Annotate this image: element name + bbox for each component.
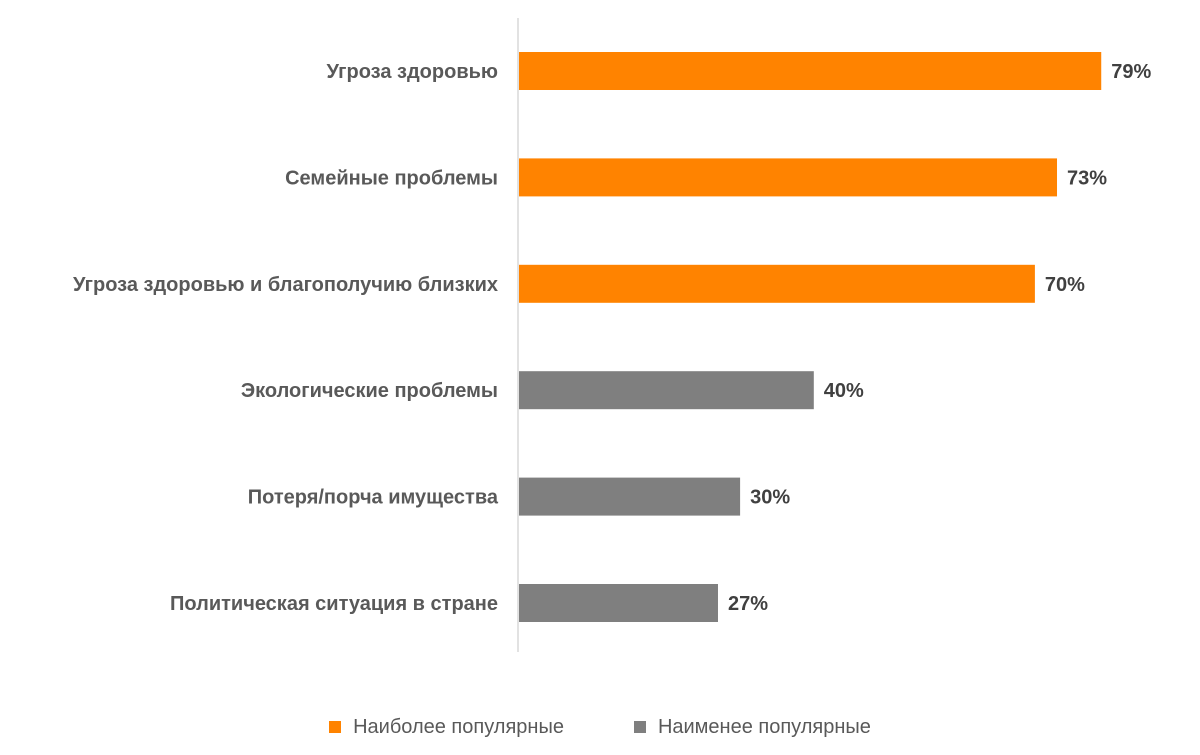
category-label-1: Угроза здоровью bbox=[327, 61, 499, 83]
bar-3 bbox=[519, 264, 1035, 303]
legend-label-most-popular: Наиболее популярные bbox=[353, 715, 564, 738]
bar-2 bbox=[519, 158, 1058, 197]
legend-item-least-popular: Наименее популярные bbox=[633, 715, 871, 739]
legend-label-least-popular: Наименее популярные bbox=[657, 715, 871, 738]
bar-4 bbox=[519, 371, 814, 410]
value-label-5: 30% bbox=[750, 487, 790, 509]
category-label-4: Экологические проблемы bbox=[241, 380, 498, 402]
bar-5 bbox=[519, 477, 741, 516]
value-label-1: 79% bbox=[1111, 61, 1151, 83]
category-label-3: Угроза здоровью и благополучию близких bbox=[73, 274, 498, 296]
bar-6 bbox=[519, 584, 718, 622]
value-label-3: 70% bbox=[1045, 274, 1085, 296]
legend-swatch-most-popular bbox=[329, 721, 342, 733]
legend-item-most-popular: Наиболее популярные bbox=[329, 716, 564, 739]
legend-swatch-least-popular bbox=[633, 721, 646, 733]
bar-1 bbox=[519, 52, 1102, 90]
category-label-5: Потеря/порча имущества bbox=[248, 487, 499, 509]
chart-canvas: Угроза здоровью 79% Семейные проблемы 73% Уг… bbox=[73, 18, 1151, 652]
value-label-6: 27% bbox=[728, 593, 768, 615]
value-label-4: 40% bbox=[824, 380, 864, 402]
category-label-2: Семейные проблемы bbox=[285, 167, 498, 189]
chart-legend: Наиболее популярные Наименее популярные bbox=[0, 712, 1200, 742]
category-label-6: Политическая ситуация в стране bbox=[170, 593, 498, 615]
value-label-2: 73% bbox=[1067, 167, 1107, 189]
